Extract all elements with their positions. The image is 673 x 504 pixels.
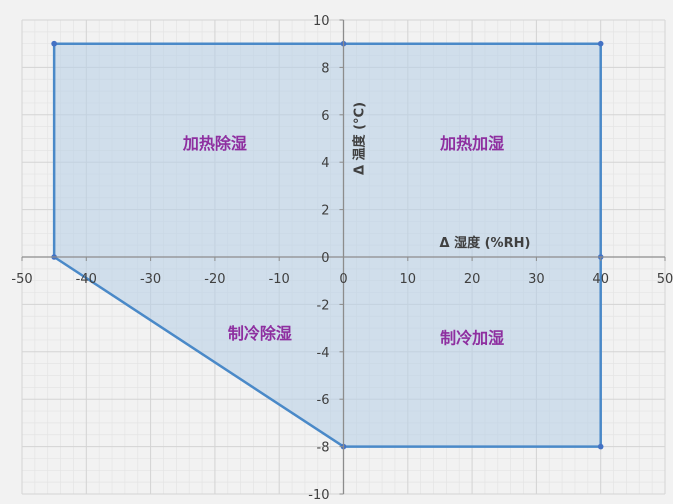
x-tick-label: 40 [592,272,609,287]
axes [21,19,666,495]
x-tick-label: 20 [464,272,481,287]
x-axis-title: Δ 湿度 (%RH) [439,235,530,251]
y-tick-label: -4 [317,346,330,361]
series-layer [51,40,604,450]
y-tick-label: -10 [308,488,329,500]
region-label: 加热除湿 [182,134,247,153]
y-tick-label: 10 [313,14,330,29]
y-axis-title: Δ 温度 (°C) [352,102,368,175]
y-tick-label: -8 [317,441,330,456]
y-tick-label: 0 [321,251,329,266]
x-tick-label: 10 [400,272,417,287]
y-tick-label: 8 [321,61,329,76]
x-tick-label: -10 [269,272,290,287]
region-label: 制冷加湿 [440,329,504,348]
y-tick-label: -2 [317,298,330,313]
x-tick-label: 0 [339,272,347,287]
data-point [597,443,604,450]
series-line [52,42,602,448]
tick-labels: -50 -40 -30 -20 -10 0 10 20 30 40 50-10-8-6-4-2024… [11,14,673,503]
x-tick-label: 50 [657,272,673,287]
data-point [51,40,57,47]
x-tick-label: -50 [11,272,32,287]
data-point [597,40,604,47]
y-tick-label: -6 [317,393,330,408]
x-tick-label: -40 [76,272,97,287]
y-tick-label: 2 [321,204,329,219]
x-tick-label: -30 [140,272,161,287]
region-label: 制冷除湿 [228,324,292,343]
region-label: 加热加湿 [439,134,504,153]
y-tick-label: 4 [321,156,329,171]
y-tick-label: 6 [321,109,329,124]
x-tick-label: 30 [528,272,545,287]
x-tick-label: -20 [204,272,225,287]
